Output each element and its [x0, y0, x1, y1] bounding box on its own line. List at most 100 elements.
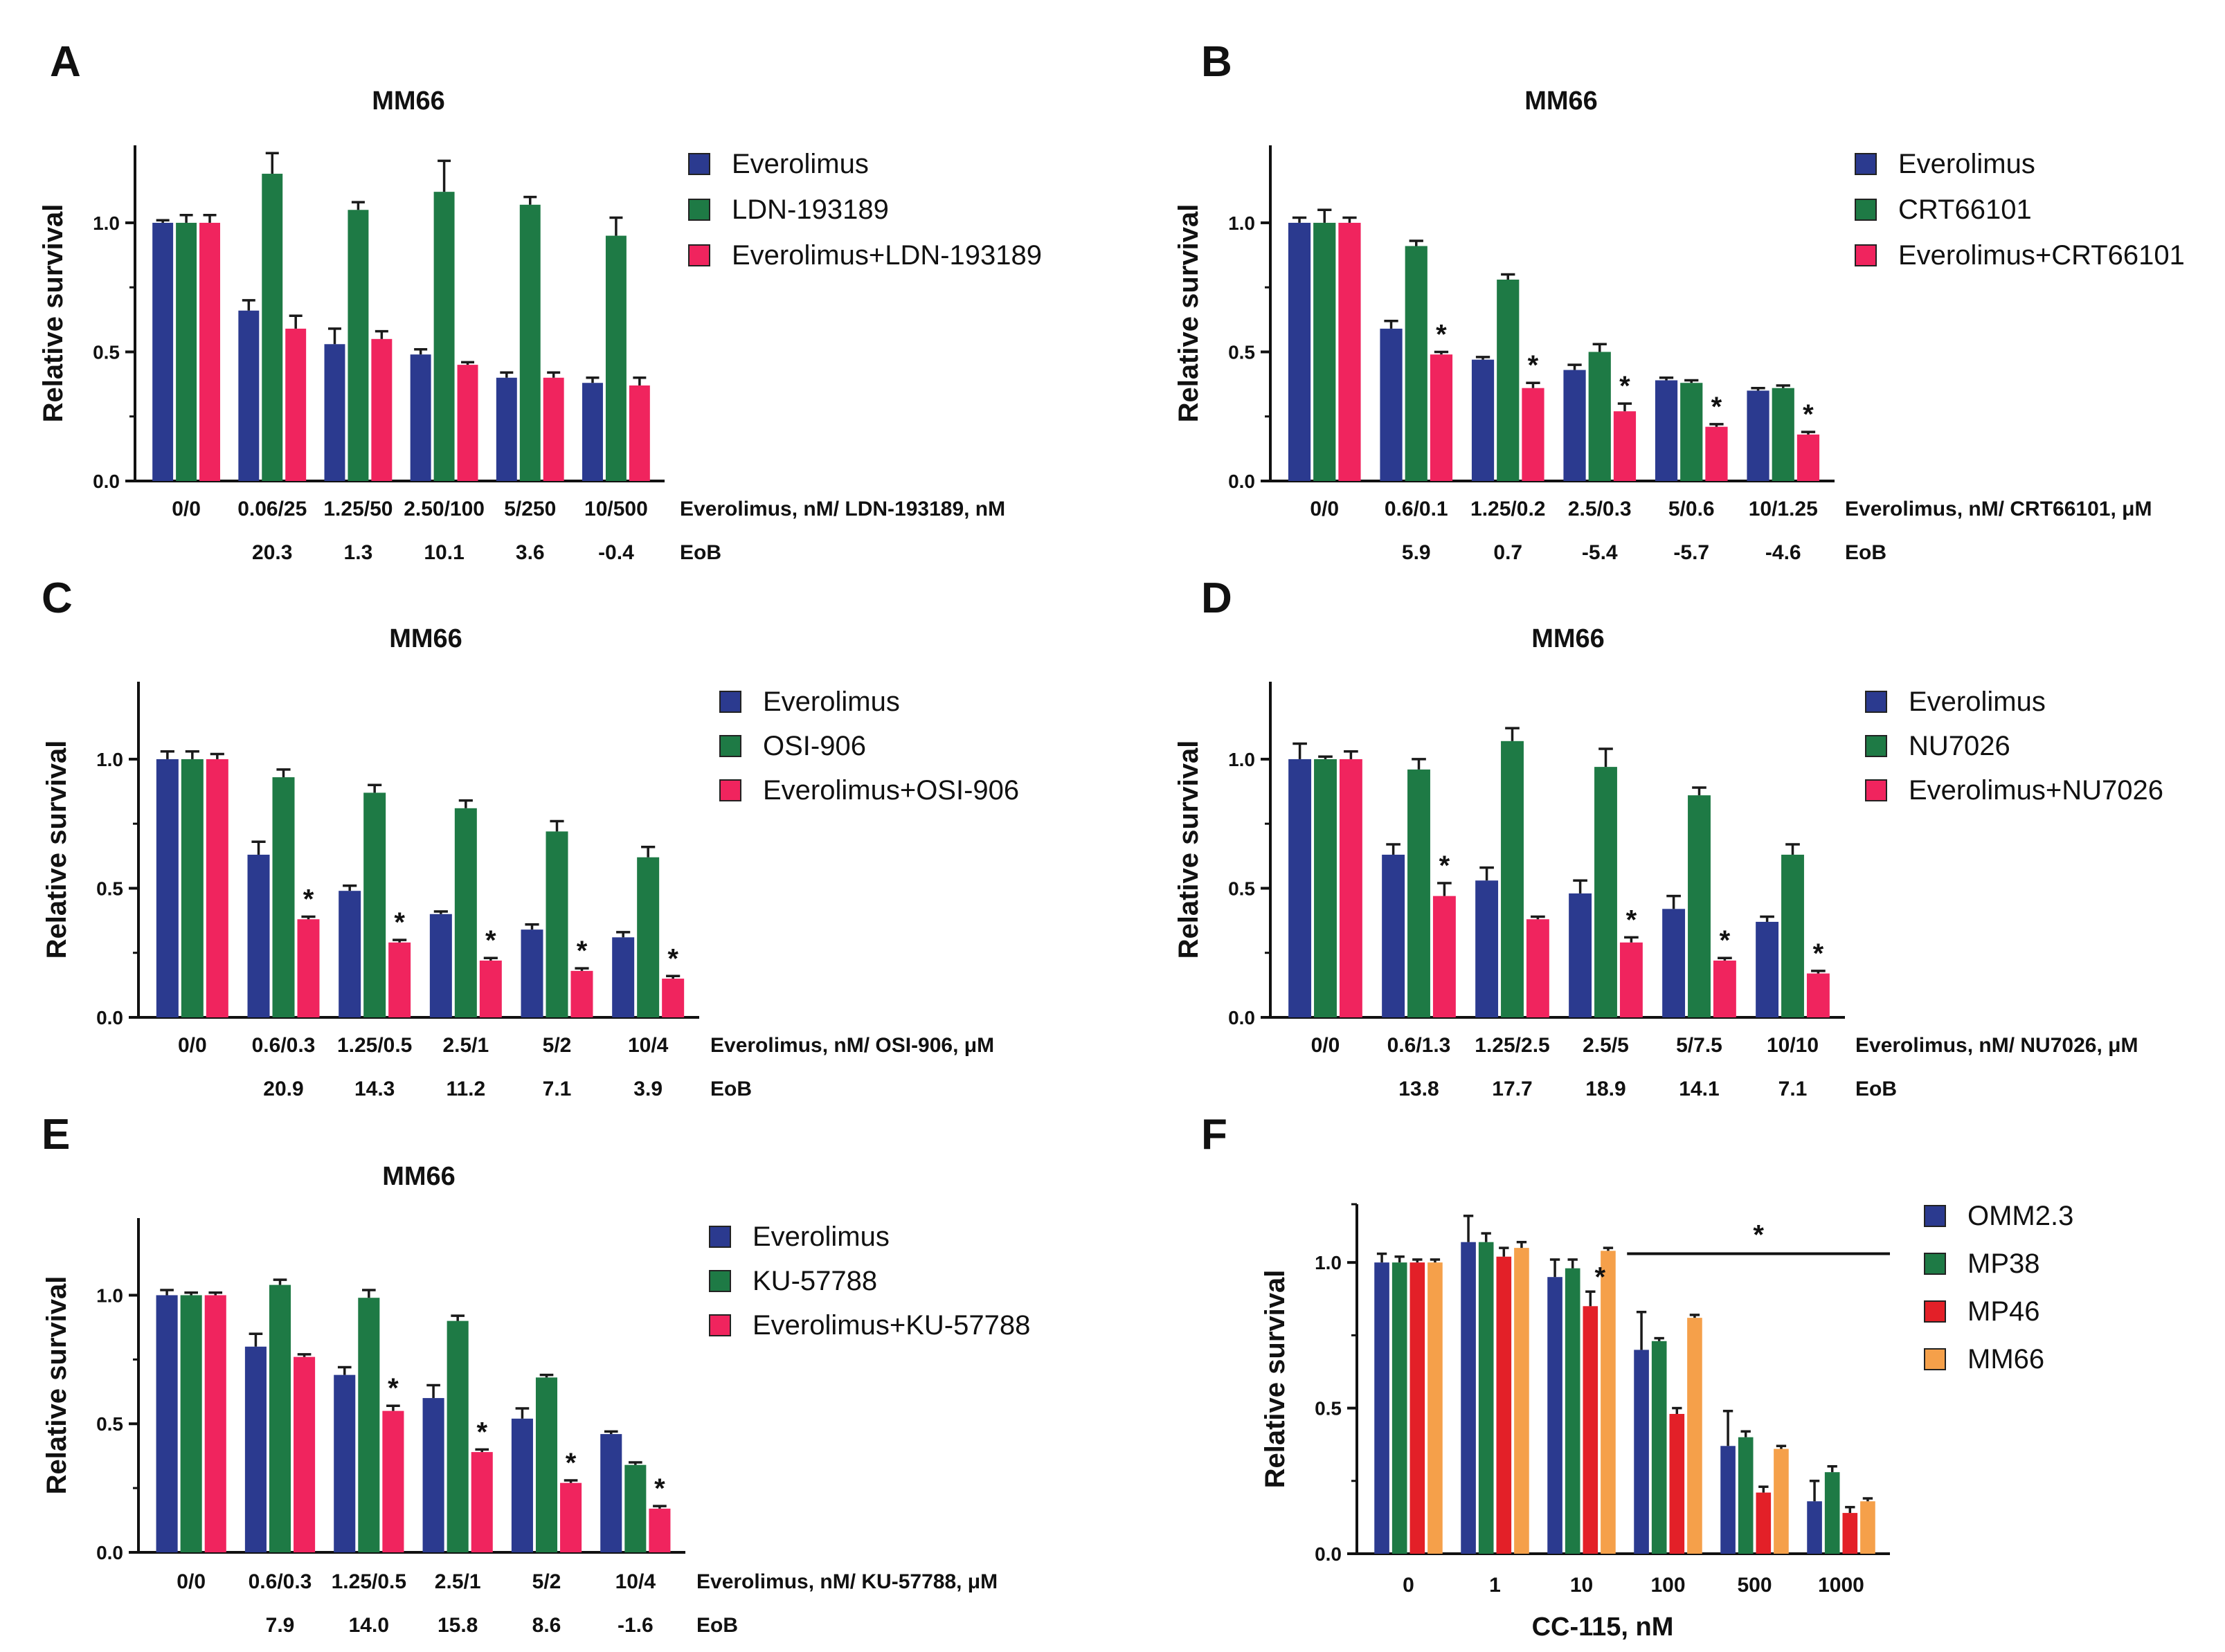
legend-label: Everolimus [763, 687, 900, 717]
eob-value: 7.9 [266, 1614, 295, 1637]
legend-label: LDN-193189 [732, 194, 889, 225]
x-tick-label: 0/0 [1311, 1034, 1340, 1057]
bar-crt66101 [1772, 388, 1794, 481]
x-tick-label: 10/500 [584, 498, 648, 520]
bar-ku-57788 [180, 1295, 202, 1552]
eob-value: 5.9 [1402, 541, 1431, 564]
bar-everolimus [429, 914, 452, 1017]
bar-mm66 [1514, 1248, 1529, 1554]
chart-title: MM66 [389, 624, 462, 653]
bar-everolimus [152, 222, 174, 481]
bar-everolimus [422, 1398, 444, 1552]
y-axis-label: Relative survival [1173, 741, 1204, 959]
y-tick-label: 0.0 [96, 1007, 123, 1028]
bar-crt66101 [1313, 222, 1336, 481]
chart-title: MM66 [1531, 624, 1605, 653]
bar-everolimus [156, 759, 179, 1017]
bar-everolimus [1563, 370, 1586, 481]
bar-omm2-3 [1634, 1350, 1649, 1554]
bar-ldn-193189 [176, 222, 197, 481]
bar-everolimus-ku-57788 [649, 1508, 671, 1552]
bar-everolimus-osi-906 [662, 979, 685, 1017]
x-tick-label: 5/250 [504, 498, 556, 520]
legend-label: Everolimus [732, 149, 869, 179]
significance-star: * [577, 936, 588, 966]
x-axis-label: CC-115, nM [1532, 1613, 1674, 1642]
legend-label: MP38 [1967, 1249, 2040, 1279]
bar-everolimus [238, 310, 260, 481]
bar-nu7026 [1781, 854, 1804, 1017]
significance-star: * [394, 907, 405, 938]
bar-everolimus [247, 854, 270, 1017]
bar-everolimus [511, 1418, 533, 1552]
bar-ldn-193189 [433, 192, 455, 481]
legend-swatch [1855, 153, 1877, 175]
y-tick-label: 0.5 [93, 341, 120, 363]
panel-b: B MM66 0.0 0.5 1.0 Relative survival 0/0 0.6/0.… [1173, 38, 2185, 564]
bar-everolimus-osi-906 [479, 960, 502, 1017]
bar-ldn-193189 [605, 235, 627, 481]
panel-letter: C [42, 574, 73, 622]
significance-star: * [1436, 319, 1447, 350]
bar-nu7026 [1314, 759, 1337, 1017]
eob-value: 0.7 [1493, 541, 1522, 564]
bar-everolimus [324, 344, 345, 481]
legend-swatch [688, 153, 710, 175]
eob-label: EoB [710, 1078, 752, 1100]
bar-ku-57788 [624, 1464, 647, 1552]
legend-label: NU7026 [1909, 731, 2010, 761]
eob-value: 14.0 [349, 1614, 389, 1637]
eob-value: 7.1 [1778, 1078, 1808, 1100]
bar-ku-57788 [358, 1298, 380, 1552]
bar-everolimus [1655, 380, 1678, 481]
y-tick-label: 1.0 [96, 749, 123, 770]
eob-value: 8.6 [532, 1614, 561, 1637]
bar-mp46 [1842, 1513, 1858, 1554]
legend-swatch [1924, 1205, 1946, 1227]
bar-ku-57788 [447, 1320, 469, 1552]
x-tick-label: 0/0 [172, 498, 201, 520]
bar-everolimus-ku-57788 [382, 1410, 404, 1552]
significance-star: * [667, 943, 678, 974]
legend-label: Everolimus [1898, 149, 2035, 179]
bar-mp38 [1391, 1262, 1407, 1554]
x-tick-label: 0/0 [177, 1570, 206, 1593]
x-tick-label: 0.6/0.3 [249, 1570, 312, 1593]
x-tick-label: 2.5/0.3 [1568, 498, 1632, 520]
significance-star: * [388, 1373, 399, 1404]
x-tick-label: 500 [1737, 1574, 1772, 1597]
bar-nu7026 [1501, 741, 1524, 1017]
bar-everolimus [1382, 854, 1405, 1017]
bar-everolimus-nu7026 [1713, 960, 1736, 1017]
y-tick-label: 1.0 [1228, 212, 1255, 234]
x-tick-label: 0/0 [1310, 498, 1339, 520]
bar-everolimus [1288, 222, 1311, 481]
bar-ku-57788 [269, 1285, 291, 1552]
bar-nu7026 [1688, 795, 1711, 1017]
bar-everolimus [600, 1434, 622, 1552]
eob-value: 17.7 [1492, 1078, 1532, 1100]
bar-everolimus-osi-906 [297, 919, 320, 1017]
bar-crt66101 [1405, 246, 1427, 481]
legend-swatch [1865, 779, 1887, 801]
x-tick-label: 0 [1403, 1574, 1414, 1597]
eob-value: 3.6 [516, 541, 545, 564]
eob-value: 14.1 [1679, 1078, 1719, 1100]
x-tick-label: 1.25/0.2 [1470, 498, 1545, 520]
bar-everolimus-crt66101 [1613, 411, 1637, 481]
eob-value: 10.1 [424, 541, 464, 564]
eob-label: EoB [1855, 1078, 1897, 1100]
panel-c: C MM66 0.0 0.5 1.0 Relative survival 0/0 0.6/0.… [42, 574, 1019, 1100]
y-tick-label: 1.0 [96, 1285, 123, 1306]
bar-everolimus-ldn-193189 [543, 377, 564, 481]
bar-everolimus-osi-906 [570, 970, 593, 1017]
bar-ldn-193189 [262, 174, 283, 482]
bar-everolimus-ldn-193189 [457, 365, 478, 481]
legend-label: Everolimus+LDN-193189 [732, 240, 1042, 271]
bar-crt66101 [1680, 383, 1703, 481]
legend-swatch [1924, 1348, 1946, 1370]
y-tick-label: 0.5 [96, 878, 123, 899]
legend-swatch [688, 244, 710, 266]
bar-mp46 [1496, 1256, 1512, 1554]
significance-star: * [1720, 925, 1731, 956]
